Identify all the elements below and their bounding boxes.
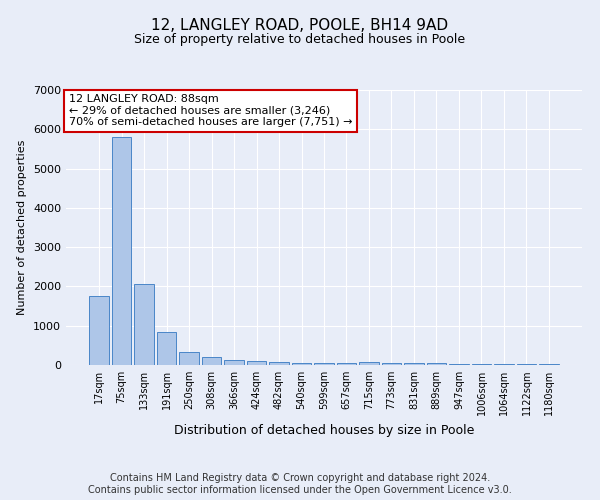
Bar: [157, 332, 176, 365]
Text: 12 LANGLEY ROAD: 88sqm
← 29% of detached houses are smaller (3,246)
70% of semi-: 12 LANGLEY ROAD: 88sqm ← 29% of detached…: [68, 94, 352, 128]
Bar: [292, 363, 311, 365]
Bar: [179, 352, 199, 365]
Bar: [134, 284, 154, 365]
Bar: [427, 364, 446, 365]
Text: Contains HM Land Registry data © Crown copyright and database right 2024.
Contai: Contains HM Land Registry data © Crown c…: [88, 474, 512, 495]
Bar: [269, 362, 289, 365]
Y-axis label: Number of detached properties: Number of detached properties: [17, 140, 28, 315]
Bar: [472, 364, 491, 365]
Bar: [202, 358, 221, 365]
Text: 12, LANGLEY ROAD, POOLE, BH14 9AD: 12, LANGLEY ROAD, POOLE, BH14 9AD: [151, 18, 449, 32]
Bar: [404, 364, 424, 365]
Bar: [89, 296, 109, 365]
Bar: [539, 364, 559, 365]
Bar: [517, 364, 536, 365]
X-axis label: Distribution of detached houses by size in Poole: Distribution of detached houses by size …: [174, 424, 474, 436]
Bar: [449, 364, 469, 365]
Bar: [112, 137, 131, 365]
Bar: [494, 364, 514, 365]
Bar: [314, 363, 334, 365]
Text: Size of property relative to detached houses in Poole: Size of property relative to detached ho…: [134, 32, 466, 46]
Bar: [382, 363, 401, 365]
Bar: [224, 360, 244, 365]
Bar: [247, 361, 266, 365]
Bar: [337, 363, 356, 365]
Bar: [359, 362, 379, 365]
